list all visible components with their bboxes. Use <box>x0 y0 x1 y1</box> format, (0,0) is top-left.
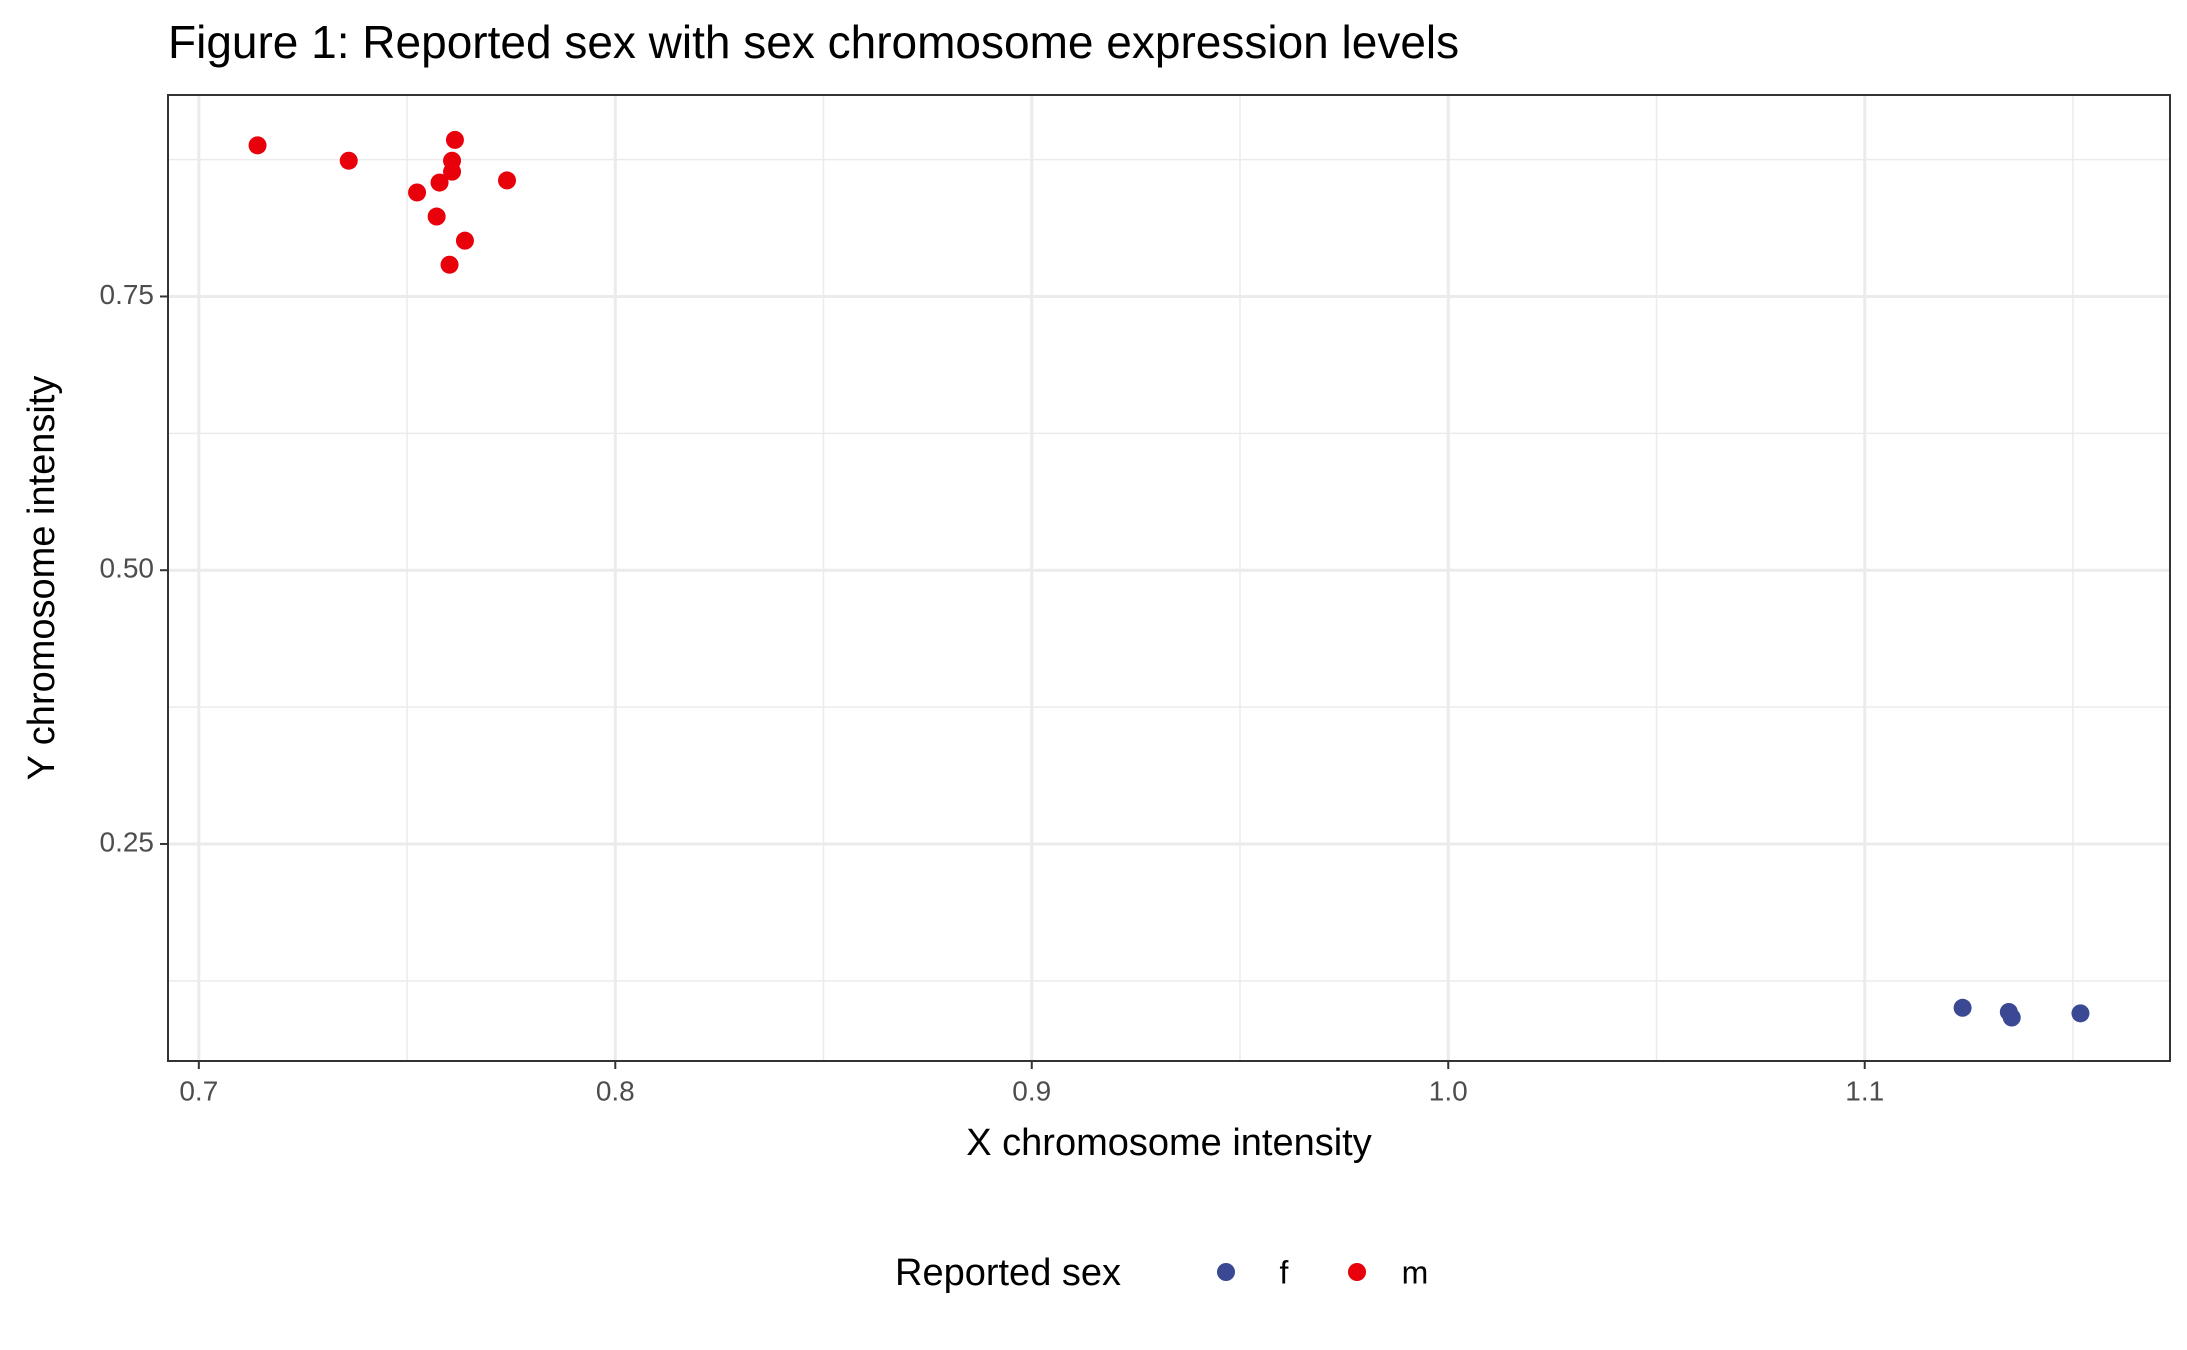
y-tick-label: 0.75 <box>100 279 155 310</box>
point <box>445 130 464 149</box>
point <box>1953 998 1972 1017</box>
x-tick-label: 0.8 <box>596 1075 635 1106</box>
y-tick-label: 0.50 <box>100 553 155 584</box>
x-tick-label: 1.1 <box>1845 1075 1884 1106</box>
legend-title: Reported sex <box>895 1252 1121 1294</box>
point <box>2071 1004 2090 1023</box>
point <box>430 173 449 192</box>
x-tick-label: 0.9 <box>1012 1075 1051 1106</box>
point <box>427 207 446 226</box>
point <box>443 162 462 181</box>
point <box>339 151 358 170</box>
y-tick-label: 0.25 <box>100 826 155 857</box>
legend-label: f <box>1280 1254 1289 1290</box>
y-axis-title: Y chromosome intensity <box>21 376 63 781</box>
point <box>440 255 459 274</box>
x-tick-label: 1.0 <box>1429 1075 1468 1106</box>
legend-label: m <box>1402 1254 1429 1290</box>
point <box>2002 1008 2021 1027</box>
point <box>408 183 427 202</box>
legend-key <box>1348 1263 1366 1281</box>
chart-title: Figure 1: Reported sex with sex chromoso… <box>168 16 1459 68</box>
x-tick-label: 0.7 <box>179 1075 218 1106</box>
point <box>248 136 267 155</box>
plot-border <box>167 94 2171 1062</box>
point <box>455 231 474 250</box>
x-axis-title: X chromosome intensity <box>966 1122 1372 1164</box>
point <box>498 171 517 190</box>
legend-key <box>1217 1263 1235 1281</box>
